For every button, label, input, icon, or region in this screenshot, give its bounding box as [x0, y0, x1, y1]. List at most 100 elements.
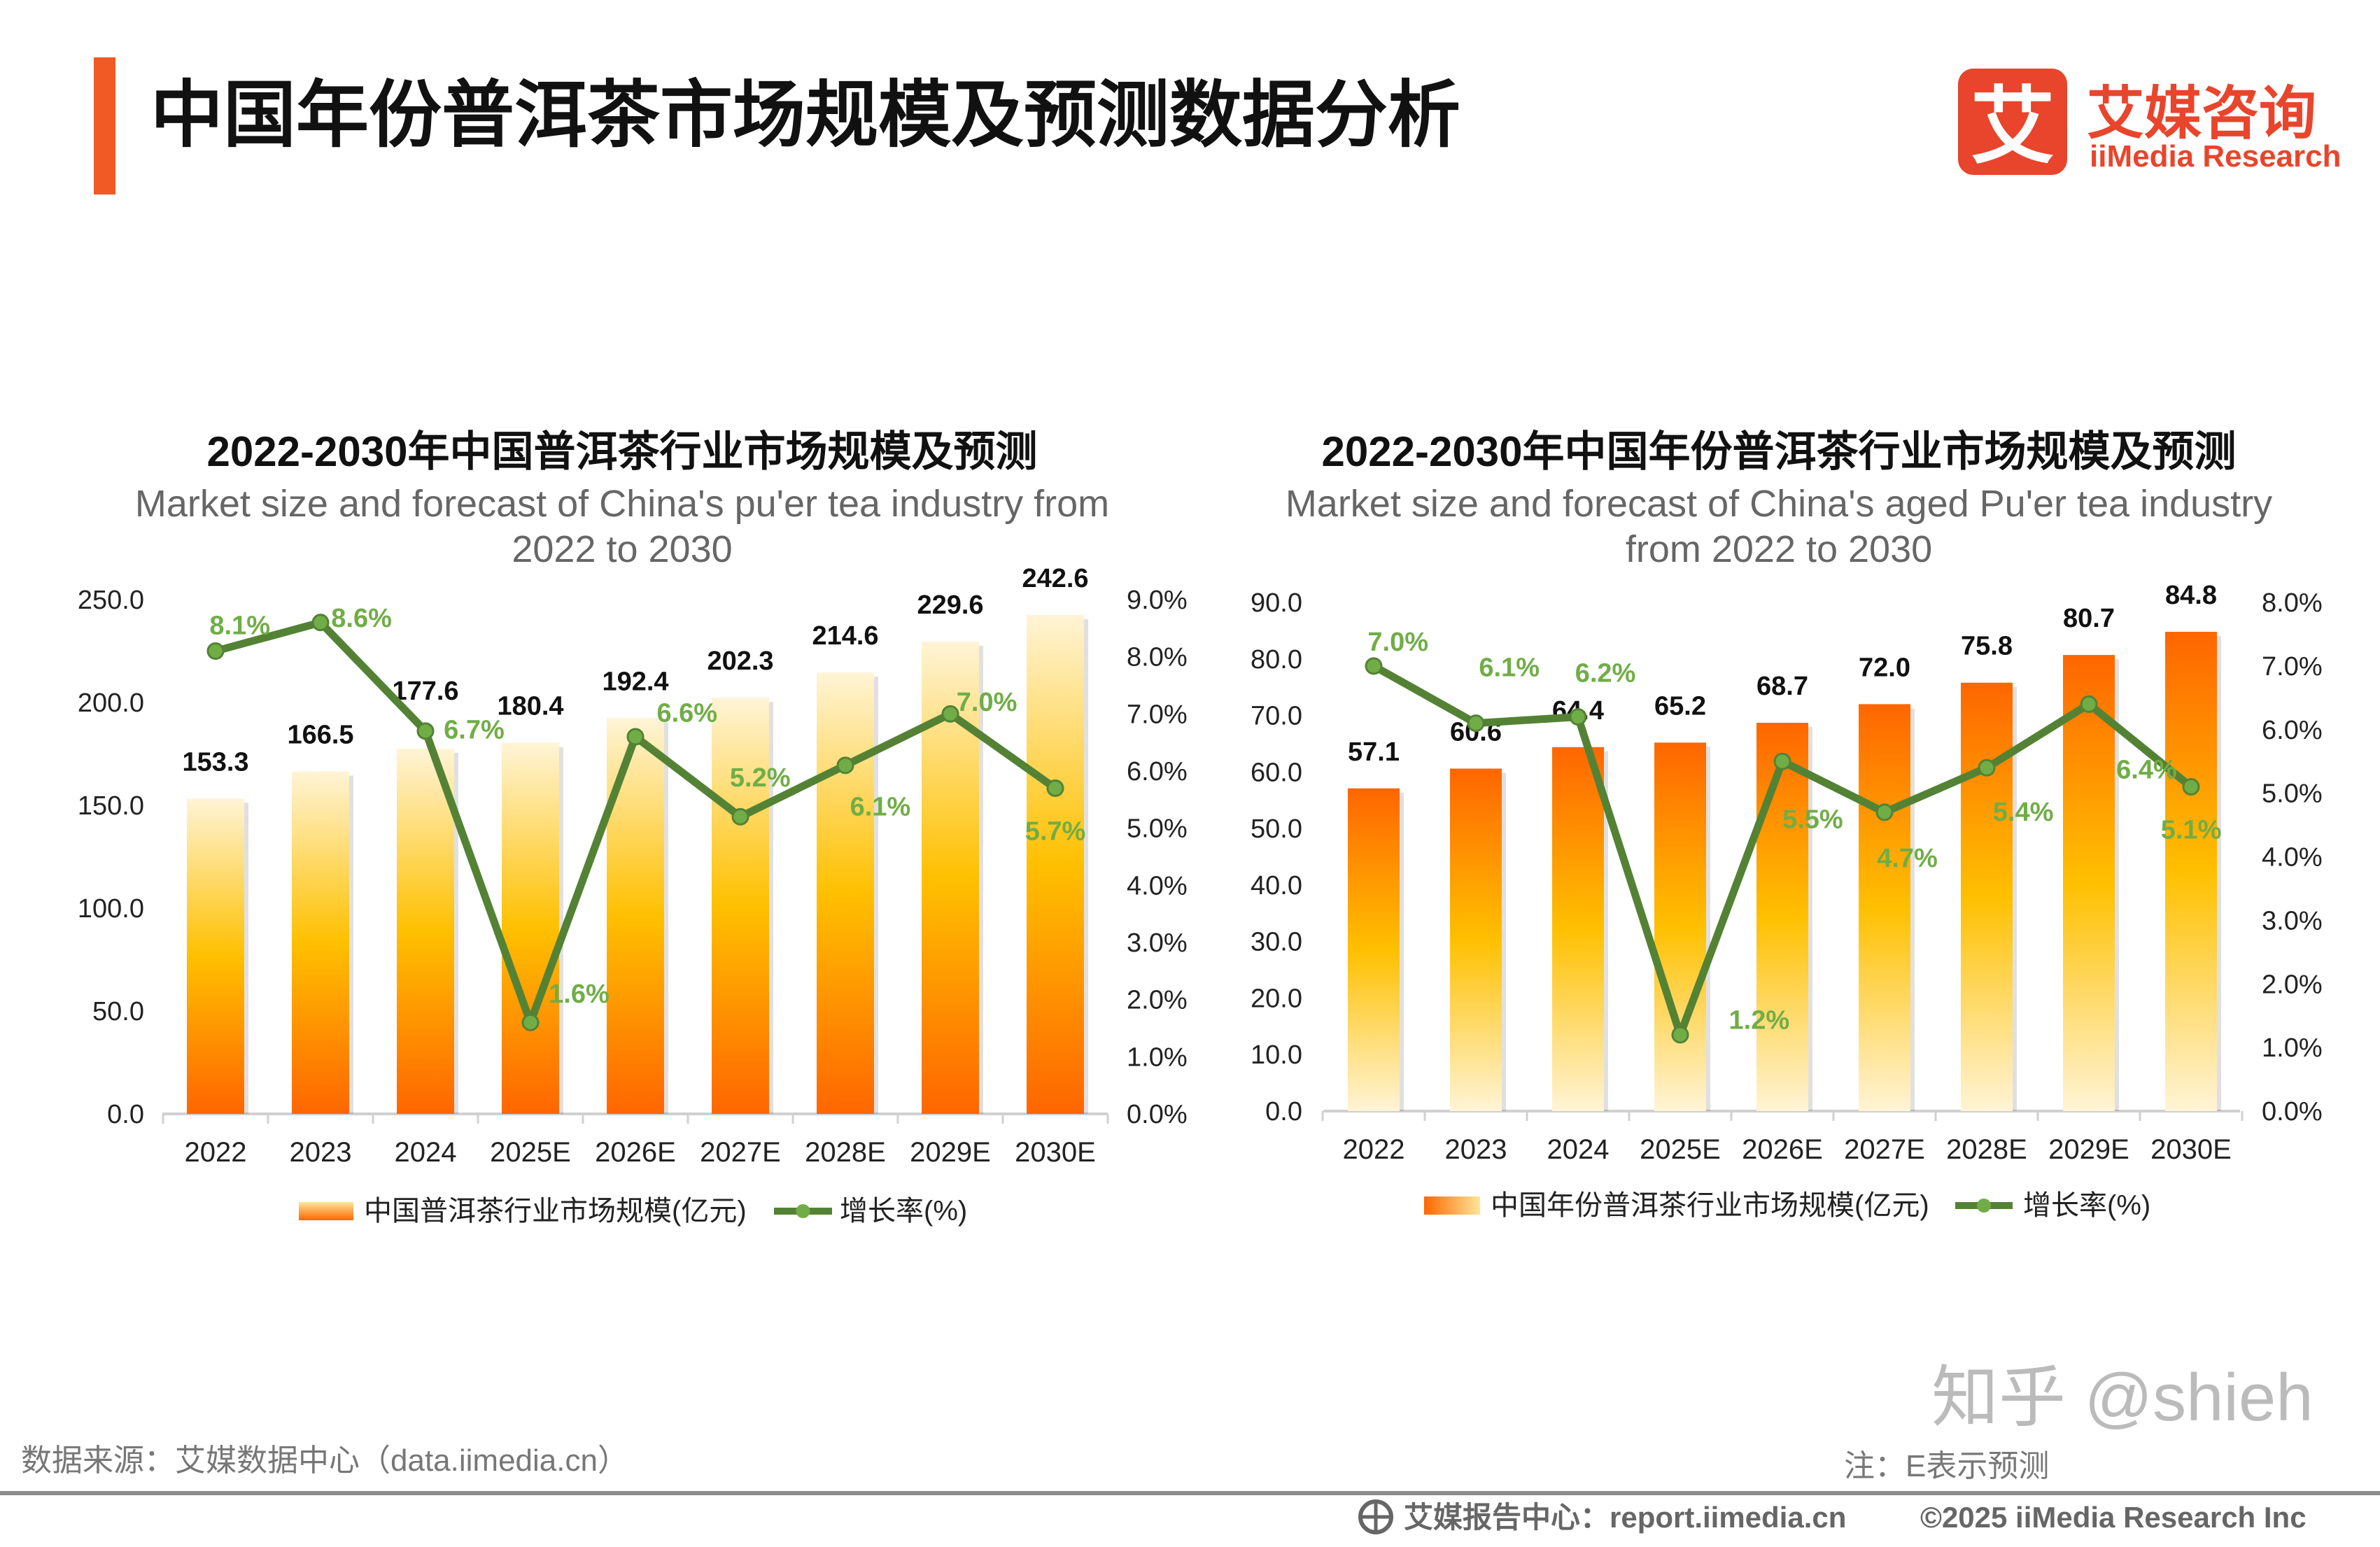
y-right-tick-label: 9.0% — [1127, 586, 1188, 615]
bar-2030E — [2165, 632, 2217, 1111]
growth-rate-label: 6.1% — [1479, 653, 1540, 682]
y-right-tick-label: 5.0% — [1127, 814, 1188, 844]
y-right-tick-label: 5.0% — [2262, 779, 2323, 809]
x-category-label: 2024 — [395, 1137, 457, 1168]
bar-2029E — [2063, 655, 2115, 1111]
bar-value-label: 202.3 — [707, 647, 773, 676]
growth-point-2023 — [311, 614, 330, 632]
y-left-tick-label: 150.0 — [78, 791, 144, 821]
x-category-label: 2026E — [595, 1137, 676, 1168]
y-left-tick-label: 200.0 — [78, 688, 144, 718]
growth-point-2025E — [1671, 1026, 1689, 1044]
y-right-tick-label: 1.0% — [2262, 1033, 2323, 1063]
growth-point-2022 — [1365, 657, 1383, 675]
legend-line-label: 增长率(%) — [840, 1196, 967, 1227]
x-category-label: 2029E — [910, 1137, 991, 1168]
x-category-label: 2029E — [2048, 1134, 2129, 1165]
growth-rate-label: 6.1% — [850, 792, 911, 821]
y-right-tick-label: 4.0% — [2262, 843, 2323, 873]
legend-line-label: 增长率(%) — [2023, 1190, 2150, 1221]
copyright: ©2025 iiMedia Research Inc — [1920, 1501, 2307, 1534]
growth-rate-label: 1.6% — [549, 980, 610, 1009]
legend-bar-label: 中国普洱茶行业市场规模(亿元) — [364, 1196, 747, 1227]
growth-point-2028E — [1978, 758, 1996, 777]
y-left-tick-label: 60.0 — [1251, 758, 1302, 787]
bar-value-label: 68.7 — [1756, 672, 1808, 701]
bar-2023 — [1450, 768, 1502, 1111]
y-left-tick-label: 50.0 — [92, 997, 144, 1026]
growth-point-2024 — [1569, 708, 1587, 726]
y-right-tick-label: 8.0% — [2262, 588, 2323, 618]
x-category-label: 2027E — [1844, 1134, 1925, 1165]
x-category-label: 2026E — [1742, 1134, 1823, 1165]
bar-2025E — [502, 742, 559, 1114]
legend-bar-label: 中国年份普洱茶行业市场规模(亿元) — [1491, 1190, 1929, 1221]
growth-rate-label: 7.0% — [1367, 628, 1428, 657]
growth-rate-label: 6.4% — [2116, 756, 2177, 785]
x-category-label: 2025E — [490, 1137, 571, 1168]
growth-rate-label: 6.2% — [1575, 659, 1636, 688]
growth-point-2028E — [836, 756, 854, 775]
growth-point-2027E — [731, 807, 749, 826]
chart-aged-puer-market: 2022-2030年中国年份普洱茶行业市场规模及预测 Market size an… — [1251, 428, 2323, 1221]
x-category-label: 2030E — [2150, 1134, 2232, 1165]
bar-value-label: 84.8 — [2165, 581, 2217, 610]
x-category-label: 2028E — [805, 1137, 886, 1168]
bar-2022 — [1348, 788, 1400, 1111]
logo-badge — [1958, 69, 2067, 175]
y-left-tick-label: 30.0 — [1251, 928, 1302, 957]
y-right-tick-label: 2.0% — [1127, 986, 1188, 1015]
bar-2027E — [1859, 704, 1910, 1111]
logo-glyph: 艾 — [1971, 80, 2055, 174]
bar-2027E — [712, 698, 769, 1114]
growth-point-2030E — [2182, 778, 2200, 796]
bar-2022 — [187, 798, 244, 1114]
growth-rate-label: 5.7% — [1025, 817, 1086, 846]
legend-line-marker — [796, 1204, 810, 1218]
bar-value-label: 72.0 — [1859, 653, 1910, 682]
y-right-tick-label: 0.0% — [1127, 1100, 1188, 1129]
y-left-tick-label: 50.0 — [1251, 814, 1302, 844]
chart-title: 2022-2030年中国年份普洱茶行业市场规模及预测 — [1322, 428, 2237, 475]
bar-value-label: 65.2 — [1654, 691, 1706, 721]
growth-point-2030E — [1046, 779, 1064, 797]
growth-rate-label: 5.2% — [730, 763, 791, 793]
y-right-tick-label: 7.0% — [1127, 700, 1188, 729]
x-category-label: 2023 — [1445, 1134, 1507, 1165]
y-right-tick-label: 3.0% — [2262, 906, 2323, 935]
growth-rate-label: 8.1% — [209, 612, 270, 641]
y-left-tick-label: 70.0 — [1251, 702, 1302, 731]
bar-value-label: 229.6 — [917, 591, 983, 620]
page-title: 中国年份普洱茶市场规模及预测数据分析 — [150, 75, 1460, 156]
chart-title: 2022-2030年中国普洱茶行业市场规模及预测 — [207, 428, 1038, 475]
report-center-link[interactable]: 艾媒报告中心：report.iimedia.cn — [1404, 1501, 1846, 1534]
chart-subtitle-line: Market size and forecast of China's aged… — [1286, 483, 2272, 525]
growth-point-2022 — [206, 642, 225, 660]
x-category-label: 2023 — [290, 1137, 352, 1168]
y-left-tick-label: 80.0 — [1251, 645, 1302, 674]
bar-value-label: 192.4 — [602, 667, 668, 696]
y-right-tick-label: 1.0% — [1127, 1043, 1188, 1072]
chart-subtitle-line: 2022 to 2030 — [512, 528, 732, 570]
bar-2024 — [397, 748, 454, 1114]
bar-value-label: 153.3 — [182, 747, 248, 777]
y-right-tick-label: 4.0% — [1127, 871, 1188, 900]
chart-subtitle-line: Market size and forecast of China's pu'e… — [135, 483, 1109, 525]
chart-puer-market: 2022-2030年中国普洱茶行业市场规模及预测 Market size and … — [78, 428, 1188, 1227]
watermark: 知乎 @shieh — [1931, 1360, 2314, 1435]
growth-point-2029E — [941, 705, 959, 723]
bar-value-label: 57.1 — [1348, 737, 1400, 767]
bar-2030E — [1027, 614, 1084, 1114]
bar-value-label: 214.6 — [812, 621, 878, 651]
growth-point-2024 — [416, 722, 435, 740]
bar-2026E — [607, 718, 664, 1114]
x-category-label: 2028E — [1946, 1134, 2027, 1165]
x-category-label: 2025E — [1640, 1134, 1721, 1165]
y-left-tick-label: 10.0 — [1251, 1040, 1302, 1070]
iimedia-logo: 艾 艾媒咨询 iiMedia Research — [1958, 69, 2342, 175]
bar-value-label: 242.6 — [1022, 564, 1088, 593]
y-right-tick-label: 2.0% — [2262, 970, 2323, 999]
bar-2024 — [1552, 747, 1604, 1111]
bar-value-label: 80.7 — [2063, 604, 2115, 633]
